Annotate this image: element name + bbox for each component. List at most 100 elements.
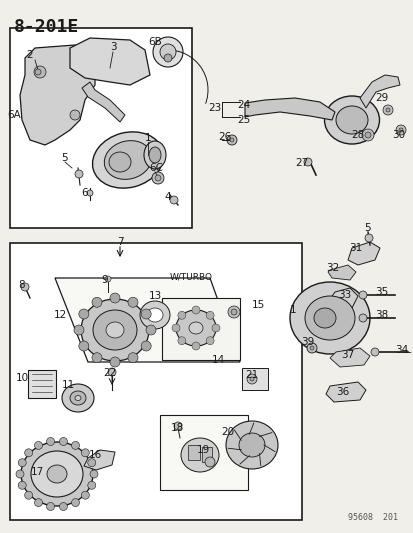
Bar	[10, 28, 192, 228]
Circle shape	[153, 37, 183, 67]
Circle shape	[228, 306, 240, 318]
Text: —: —	[401, 347, 411, 357]
Text: 3: 3	[109, 42, 116, 52]
Text: 29: 29	[375, 93, 388, 103]
Circle shape	[25, 491, 33, 499]
Circle shape	[74, 325, 84, 335]
Circle shape	[170, 196, 178, 204]
Polygon shape	[161, 298, 240, 360]
Text: 31: 31	[349, 243, 362, 253]
Circle shape	[81, 491, 89, 499]
Circle shape	[206, 311, 214, 319]
Text: 32: 32	[325, 263, 339, 273]
Ellipse shape	[70, 391, 86, 405]
Text: 5: 5	[364, 223, 370, 233]
Circle shape	[385, 108, 389, 112]
Text: 38: 38	[375, 310, 388, 320]
Circle shape	[178, 311, 185, 319]
Ellipse shape	[324, 96, 379, 144]
Polygon shape	[70, 38, 150, 85]
Ellipse shape	[140, 301, 170, 329]
Ellipse shape	[180, 438, 218, 472]
Ellipse shape	[238, 433, 264, 457]
Text: 25: 25	[237, 115, 250, 125]
Circle shape	[164, 54, 171, 62]
Text: 16: 16	[88, 450, 101, 460]
Ellipse shape	[104, 141, 151, 180]
Circle shape	[18, 481, 26, 489]
Polygon shape	[20, 45, 95, 145]
Text: 13: 13	[148, 291, 161, 301]
Text: 9: 9	[102, 275, 108, 285]
Text: 6A: 6A	[7, 110, 21, 120]
Ellipse shape	[75, 395, 81, 400]
Ellipse shape	[21, 442, 93, 506]
Circle shape	[173, 422, 182, 430]
Ellipse shape	[289, 282, 369, 354]
Circle shape	[71, 498, 79, 506]
Ellipse shape	[176, 310, 216, 346]
Text: 6: 6	[81, 188, 88, 198]
Text: 12: 12	[53, 310, 66, 320]
Circle shape	[70, 110, 80, 120]
Circle shape	[230, 309, 236, 315]
Ellipse shape	[313, 308, 335, 328]
Circle shape	[88, 481, 95, 489]
Circle shape	[59, 503, 67, 511]
Text: 30: 30	[392, 130, 405, 140]
Circle shape	[154, 175, 161, 181]
Circle shape	[75, 170, 83, 178]
Text: 8: 8	[19, 280, 25, 290]
Circle shape	[358, 291, 366, 299]
Circle shape	[382, 105, 392, 115]
Circle shape	[395, 125, 405, 135]
Circle shape	[78, 309, 89, 319]
Circle shape	[128, 297, 138, 308]
Text: 10: 10	[15, 373, 28, 383]
Text: 18: 18	[170, 423, 183, 433]
Polygon shape	[347, 242, 379, 265]
Circle shape	[249, 377, 254, 381]
Text: 6C: 6C	[149, 163, 163, 173]
Circle shape	[59, 438, 67, 446]
Circle shape	[247, 374, 256, 384]
Circle shape	[146, 325, 156, 335]
Ellipse shape	[149, 147, 161, 163]
Polygon shape	[325, 382, 365, 402]
Text: 39: 39	[301, 337, 314, 347]
Bar	[242, 368, 267, 390]
Circle shape	[192, 342, 199, 350]
Text: 26: 26	[218, 132, 231, 142]
Circle shape	[105, 276, 111, 282]
Circle shape	[303, 158, 311, 166]
Ellipse shape	[109, 152, 131, 172]
Text: 37: 37	[341, 350, 354, 360]
Polygon shape	[82, 82, 125, 122]
Bar	[188, 445, 199, 460]
Circle shape	[110, 293, 120, 303]
Circle shape	[141, 309, 151, 319]
Polygon shape	[244, 98, 334, 120]
Circle shape	[18, 459, 26, 467]
Text: 6B: 6B	[148, 37, 161, 47]
Circle shape	[21, 283, 29, 291]
Text: 17: 17	[30, 467, 43, 477]
Circle shape	[398, 128, 402, 132]
Circle shape	[192, 306, 199, 314]
Circle shape	[110, 357, 120, 367]
Text: 1: 1	[289, 305, 296, 315]
Circle shape	[128, 353, 138, 363]
Circle shape	[206, 337, 214, 345]
Ellipse shape	[225, 421, 277, 469]
Ellipse shape	[92, 132, 163, 188]
Circle shape	[47, 438, 55, 446]
Circle shape	[141, 341, 151, 351]
Circle shape	[309, 346, 313, 350]
Circle shape	[34, 66, 46, 78]
Circle shape	[47, 503, 55, 511]
Circle shape	[92, 353, 102, 363]
Text: 8-201E: 8-201E	[14, 18, 79, 36]
Circle shape	[306, 343, 316, 353]
Ellipse shape	[147, 308, 163, 322]
Circle shape	[364, 132, 370, 138]
